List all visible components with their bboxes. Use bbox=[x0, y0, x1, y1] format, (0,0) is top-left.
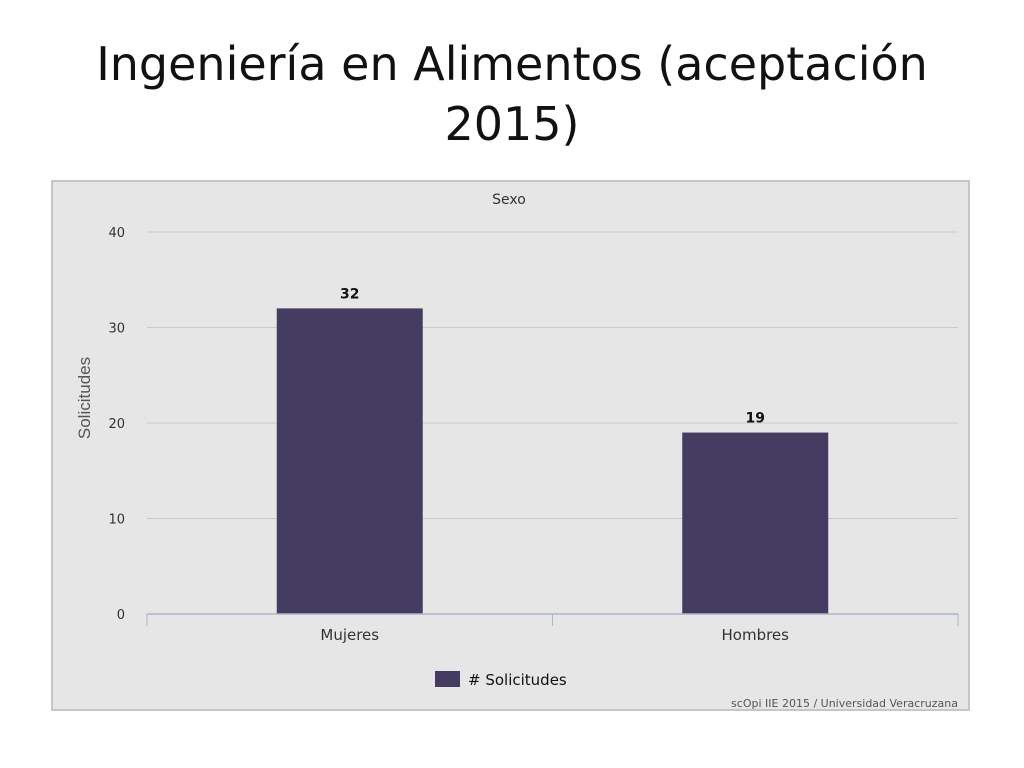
y-tick-label: 30 bbox=[108, 322, 125, 337]
bar-mujeres[interactable] bbox=[276, 308, 423, 614]
chart-panel: Sexo Solicitudes 0 10 20 30 40 32 Mujeres 19 Hom… bbox=[51, 180, 970, 711]
labels: 0 10 20 30 40 32 Mujeres 19 Hombres bbox=[108, 226, 789, 644]
bar-hombres[interactable] bbox=[682, 432, 829, 614]
y-tick-label: 40 bbox=[108, 226, 125, 241]
x-category-label: Mujeres bbox=[320, 626, 379, 644]
bars bbox=[276, 308, 829, 614]
y-tick-label: 10 bbox=[108, 513, 125, 528]
x-axis bbox=[146, 613, 959, 626]
credit-text: scOpi IIE 2015 / Universidad Veracruzana bbox=[731, 697, 958, 709]
y-axis-label: Solicitudes bbox=[75, 357, 94, 439]
y-tick-label: 20 bbox=[108, 417, 125, 432]
chart-title: Sexo bbox=[492, 192, 526, 208]
legend-label: # Solicitudes bbox=[468, 671, 567, 689]
slide-title: Ingeniería en Alimentos (aceptación 2015… bbox=[96, 37, 928, 151]
data-label: 19 bbox=[746, 411, 765, 427]
data-label: 32 bbox=[340, 286, 359, 302]
x-category-label: Hombres bbox=[722, 626, 790, 644]
bar-chart: Sexo Solicitudes 0 10 20 30 40 32 Mujeres 19 Hom… bbox=[75, 192, 959, 709]
legend[interactable]: # Solicitudes bbox=[435, 671, 567, 689]
gridlines bbox=[147, 231, 958, 519]
legend-swatch bbox=[435, 671, 460, 687]
y-tick-label: 0 bbox=[117, 608, 125, 623]
